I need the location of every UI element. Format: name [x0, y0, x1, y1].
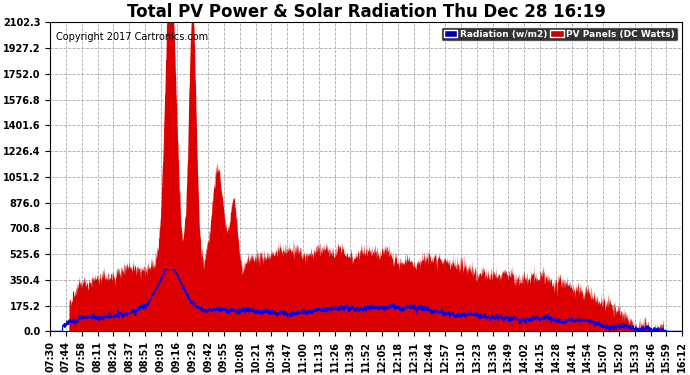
Text: Copyright 2017 Cartronics.com: Copyright 2017 Cartronics.com	[57, 32, 208, 42]
Legend: Radiation (w/m2), PV Panels (DC Watts): Radiation (w/m2), PV Panels (DC Watts)	[441, 27, 678, 41]
Title: Total PV Power & Solar Radiation Thu Dec 28 16:19: Total PV Power & Solar Radiation Thu Dec…	[127, 3, 606, 21]
